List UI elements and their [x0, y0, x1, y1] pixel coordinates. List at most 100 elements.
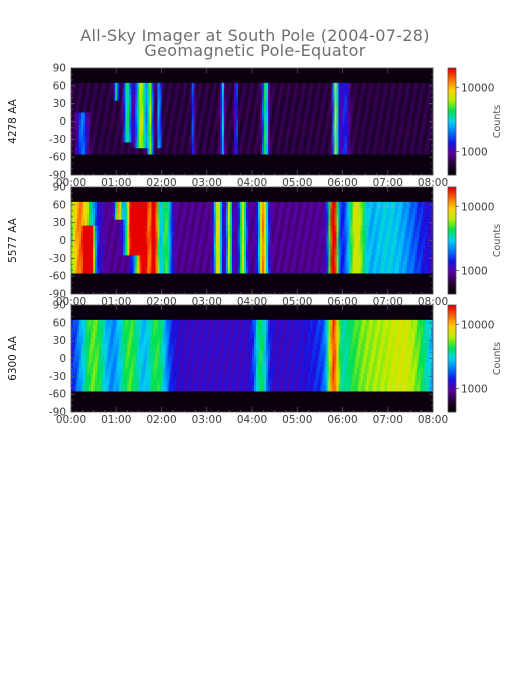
- heatmap-cell: [352, 207, 355, 215]
- heatmap-cell: [266, 225, 269, 232]
- heatmap-cell: [358, 106, 361, 113]
- heatmap-cell: [217, 142, 221, 149]
- heatmap-cell: [85, 249, 88, 256]
- heatmap-cell: [193, 148, 196, 155]
- heatmap-cell: [181, 267, 184, 274]
- heatmap-cell: [412, 124, 416, 131]
- heatmap-cell: [235, 88, 239, 96]
- heatmap-cell: [167, 249, 170, 256]
- heatmap-cell: [338, 124, 341, 131]
- heatmap-cell: [324, 100, 327, 107]
- heatmap-cell: [77, 249, 80, 256]
- heatmap-cell: [101, 219, 104, 226]
- colorbar-step: [448, 121, 456, 125]
- heatmap-cell: [93, 385, 96, 392]
- heatmap-cell: [165, 106, 168, 113]
- heatmap-cell: [79, 379, 82, 386]
- heatmap-cell: [368, 112, 371, 119]
- heatmap-cell: [334, 100, 337, 107]
- heatmap-cell: [270, 255, 273, 262]
- heatmap-cell: [225, 88, 229, 96]
- heatmap-cell: [278, 82, 281, 90]
- heatmap-cell: [131, 231, 134, 238]
- heatmap-cell: [340, 94, 343, 101]
- heatmap-cell: [412, 261, 416, 268]
- heatmap-cell: [231, 243, 235, 250]
- heatmap-cell: [125, 213, 128, 220]
- heatmap-cell: [282, 267, 285, 274]
- heatmap-cell: [101, 331, 104, 338]
- heatmap-cell: [414, 148, 418, 155]
- heatmap-cell: [308, 219, 311, 226]
- heatmap-cell: [195, 249, 198, 256]
- heatmap-cell: [350, 148, 353, 155]
- heatmap-cell: [185, 225, 188, 232]
- heatmap-cell: [75, 225, 78, 232]
- heatmap-cell: [211, 136, 215, 143]
- heatmap-cell: [105, 100, 108, 107]
- heatmap-cell: [366, 124, 369, 131]
- heatmap-cell: [189, 267, 192, 274]
- heatmap-cell: [314, 148, 317, 155]
- heatmap-cell: [408, 118, 412, 125]
- heatmap-cell: [414, 82, 418, 90]
- heatmap-cell: [117, 82, 120, 90]
- heatmap-cell: [155, 213, 158, 220]
- heatmap-cell: [332, 213, 335, 220]
- heatmap-cell: [326, 124, 329, 131]
- heatmap-cell: [185, 231, 188, 238]
- heatmap-cell: [398, 243, 402, 250]
- heatmap-cell: [422, 213, 426, 220]
- heatmap-cell: [161, 261, 164, 268]
- heatmap-cell: [364, 213, 367, 220]
- heatmap-cell: [422, 118, 426, 125]
- heatmap-cell: [288, 82, 291, 90]
- heatmap-cell: [404, 100, 408, 107]
- heatmap-cell: [149, 112, 152, 119]
- heatmap-cell: [175, 255, 178, 262]
- heatmap-cell: [77, 243, 80, 250]
- heatmap-cell: [262, 201, 265, 209]
- heatmap-cell: [149, 225, 152, 232]
- heatmap-cell: [294, 237, 297, 244]
- heatmap-cell: [85, 207, 88, 215]
- heatmap-cell: [278, 207, 281, 215]
- heatmap-cell: [370, 267, 373, 274]
- heatmap-cell: [187, 88, 190, 96]
- heatmap-cell: [264, 261, 267, 268]
- heatmap-cell: [254, 225, 257, 232]
- heatmap-cell: [380, 261, 384, 268]
- heatmap-cell: [125, 231, 128, 238]
- heatmap-cell: [231, 142, 235, 149]
- heatmap-cell: [133, 112, 136, 119]
- heatmap-cell: [105, 243, 108, 250]
- heatmap-cell: [258, 124, 261, 131]
- heatmap-cell: [247, 124, 251, 131]
- heatmap-cell: [282, 100, 285, 107]
- heatmap-cell: [125, 100, 128, 107]
- heatmap-cell: [111, 343, 114, 350]
- heatmap-cell: [352, 219, 355, 226]
- heatmap-cell: [366, 249, 369, 256]
- heatmap-cell: [117, 219, 120, 226]
- heatmap-cell: [111, 100, 114, 107]
- colorbar-step: [448, 191, 456, 194]
- heatmap-cell: [109, 88, 112, 96]
- heatmap-cell: [73, 225, 76, 232]
- heatmap-cell: [119, 255, 122, 262]
- colorbar-step: [448, 238, 456, 241]
- heatmap-cell: [213, 124, 217, 131]
- heatmap-cell: [414, 124, 418, 131]
- heatmap-cell: [211, 261, 215, 268]
- heatmap-cell: [330, 142, 333, 149]
- heatmap-cell: [79, 261, 82, 268]
- heatmap-cell: [372, 82, 375, 90]
- heatmap-cell: [344, 82, 347, 90]
- heatmap-cell: [336, 237, 339, 244]
- heatmap-cell: [324, 231, 327, 238]
- colorbar-step: [448, 272, 456, 276]
- heatmap-cell: [157, 249, 160, 256]
- heatmap-cell: [294, 112, 297, 119]
- heatmap-cell: [241, 88, 245, 96]
- heatmap-cell: [139, 261, 142, 268]
